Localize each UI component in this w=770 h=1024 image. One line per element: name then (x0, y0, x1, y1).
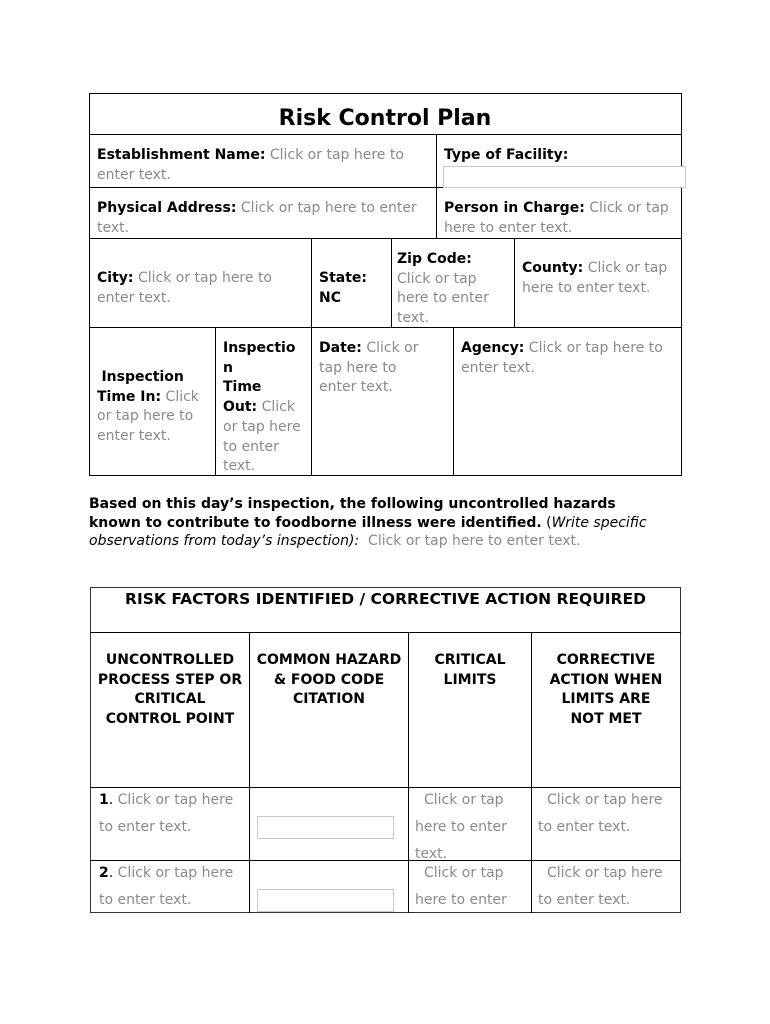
row-1-step[interactable]: 1. Click or tap here to enter text. (99, 792, 234, 835)
state-field: State: NC (312, 269, 391, 308)
divider (89, 327, 682, 328)
city-input[interactable]: Click or tap here to enter text. (97, 270, 272, 306)
time-in-input[interactable]: Click or tap here to enter text. (97, 388, 199, 445)
time-out-field[interactable]: Inspectio n Time Out: Click or tap here to … (216, 339, 311, 477)
state-label: State: (319, 270, 368, 286)
intro-text: Based on this day’s inspection, the foll… (89, 496, 616, 531)
row-1-step-input[interactable]: Click or tap here to enter text. (99, 792, 234, 835)
physical-address-field[interactable]: Physical Address: Click or tap here to e… (90, 199, 436, 238)
date-label: Date: (319, 340, 362, 356)
physical-address-label: Physical Address: (97, 200, 237, 216)
agency-label: Agency: (461, 340, 525, 356)
date-field[interactable]: Date: Click or tap here to enter text. (312, 339, 442, 398)
establishment-name-input[interactable]: Click or tap here to enter text. (97, 147, 404, 183)
divider (408, 632, 409, 913)
divider (90, 787, 681, 788)
city-label: City: (97, 270, 134, 286)
agency-input[interactable]: Click or tap here to enter text. (461, 340, 663, 376)
row-2-limits-input[interactable]: Click or tap here to enter text. (415, 865, 507, 908)
divider (89, 187, 682, 188)
physical-address-input[interactable]: Click or tap here to enter text. (97, 200, 417, 236)
time-in-field[interactable]: Inspection Time In: Click or tap here to … (90, 368, 215, 447)
row-number: 2 (99, 865, 109, 881)
row-2-step[interactable]: 2. Click or tap here to enter text. (99, 865, 234, 908)
divider (90, 860, 681, 861)
date-input[interactable]: Click or tap here to enter text. (319, 340, 419, 396)
intro-paren: ( (546, 514, 552, 531)
divider (453, 327, 454, 476)
county-field[interactable]: County: Click or tap here to enter text. (515, 259, 681, 298)
time-out-label-2: Time (223, 379, 262, 396)
divider (90, 632, 681, 633)
header-table (89, 93, 682, 476)
county-label: County: (522, 260, 584, 276)
zip-code-field[interactable]: Zip Code: Click or tap here to enter text… (392, 250, 514, 329)
column-header-process-step: UNCONTROLLED PROCESS STEP OR CRITICAL CO… (97, 652, 243, 728)
divider (436, 134, 437, 238)
row-1-action-input[interactable]: Click or tap here to enter text. (538, 792, 663, 835)
state-value: NC (319, 289, 341, 306)
time-out-label: Inspectio (223, 340, 296, 356)
row-2-action-input[interactable]: Click or tap here to enter text. (538, 865, 663, 908)
divider (311, 238, 312, 476)
type-of-facility-input[interactable] (443, 166, 686, 188)
time-in-label: Inspection (101, 369, 184, 385)
observations-input[interactable]: Click or tap here to enter text. (368, 533, 581, 549)
person-in-charge-input[interactable]: Click or tap here to enter text. (444, 200, 669, 236)
divider (89, 238, 682, 239)
row-number: 1 (99, 792, 109, 808)
column-header-critical-limits: CRITICAL LIMITS (434, 652, 506, 688)
type-of-facility-label-cell: Type of Facility: (437, 146, 682, 166)
zip-code-label: Zip Code: (397, 251, 472, 267)
type-of-facility-label: Type of Facility: (444, 147, 569, 163)
person-in-charge-label: Person in Charge: (444, 200, 585, 216)
intro-instruction: Write specific observations from today’s… (89, 514, 647, 550)
column-header-hazard: COMMON HAZARD & FOOD CODE CITATION (256, 652, 402, 708)
time-in-label-2: Time In: (97, 388, 162, 405)
time-out-label-3: Out: (223, 399, 258, 416)
establishment-name-label: Establishment Name: (97, 147, 266, 163)
divider (215, 327, 216, 476)
row-1-limits-input[interactable]: Click or tap here to enter text. (415, 792, 507, 862)
row-2-step-input[interactable]: Click or tap here to enter text. (99, 865, 234, 908)
time-out-input[interactable]: Click or tap here to enter text. (223, 399, 301, 475)
row-2: 2. Click or tap here to enter text. Clic… (90, 861, 681, 912)
column-header-corrective-action: CORRECTIVE ACTION WHEN LIMITS ARE NOT ME… (549, 652, 663, 728)
risk-factors-table (90, 587, 681, 913)
row-2-hazard-input[interactable] (257, 889, 394, 912)
agency-field[interactable]: Agency: Click or tap here to enter text. (454, 339, 674, 378)
divider (249, 632, 250, 913)
divider (514, 238, 515, 327)
divider (391, 238, 392, 327)
time-out-label-wrap: n (223, 359, 233, 376)
inspection-intro: Based on this day’s inspection, the foll… (89, 495, 669, 551)
row-1-hazard-input[interactable] (257, 816, 394, 839)
risk-table-title: RISK FACTORS IDENTIFIED / CORRECTIVE ACT… (125, 590, 646, 608)
county-input[interactable]: Click or tap here to enter text. (522, 260, 668, 296)
establishment-name-field[interactable]: Establishment Name: Click or tap here to… (90, 146, 436, 185)
person-in-charge-field[interactable]: Person in Charge: Click or tap here to e… (437, 199, 682, 238)
divider (531, 632, 532, 913)
page-title: Risk Control Plan (278, 106, 492, 131)
zip-code-input[interactable]: Click or tap here to enter text. (397, 270, 489, 327)
city-field[interactable]: City: Click or tap here to enter text. (90, 269, 311, 308)
divider (89, 134, 682, 135)
